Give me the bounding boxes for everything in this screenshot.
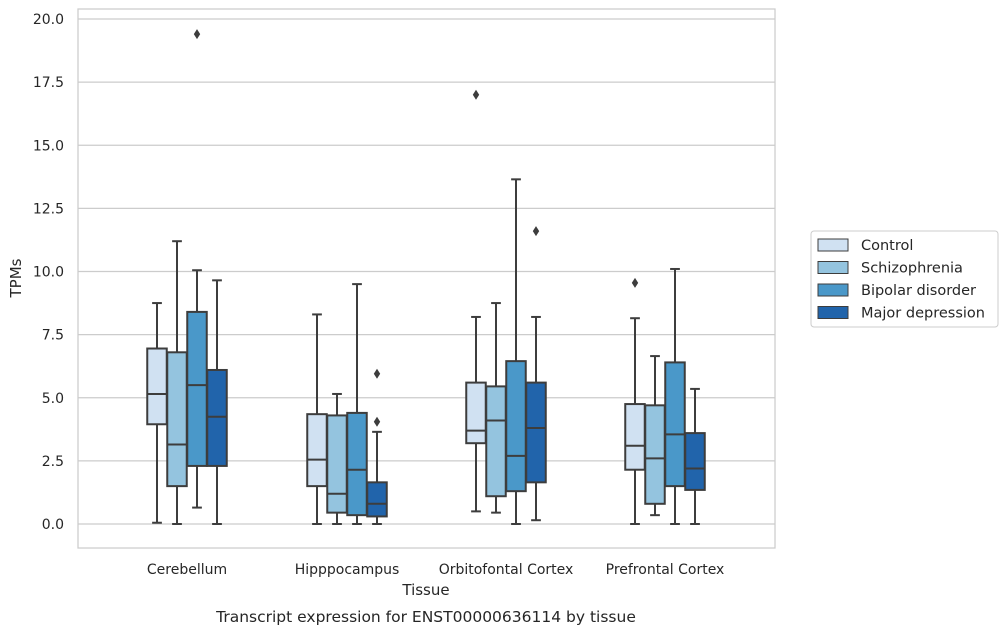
outlier-point — [193, 29, 201, 40]
legend-frame — [810, 230, 999, 328]
box-series-group — [146, 29, 706, 525]
x-axis-label: Tissue — [401, 581, 449, 599]
y-tick-label: 7.5 — [42, 328, 64, 344]
y-axis-label: TPMs — [7, 258, 25, 298]
legend-swatch — [817, 261, 849, 274]
plot-area-frame — [77, 8, 776, 549]
box-bipolar-disorder — [346, 283, 368, 525]
box-schizophrenia — [166, 240, 188, 525]
box-major-depression — [684, 387, 706, 525]
box-control — [624, 277, 646, 525]
iqr-box — [664, 361, 686, 488]
outlier-point — [373, 368, 381, 379]
iqr-box — [366, 481, 388, 518]
box-bipolar-disorder — [505, 178, 527, 525]
legend-swatch — [817, 283, 849, 297]
box-schizophrenia — [644, 355, 666, 517]
y-tick-label: 12.5 — [33, 201, 64, 217]
iqr-box — [186, 310, 208, 467]
iqr-box — [505, 360, 527, 493]
legend-label: Major depression — [861, 306, 985, 322]
legend-label: Control — [861, 238, 913, 254]
iqr-box — [485, 385, 507, 498]
outlier-point — [472, 89, 480, 100]
figure-caption: Transcript expression for ENST0000063611… — [215, 608, 636, 626]
box-major-depression — [366, 368, 388, 525]
legend-label: Bipolar disorder — [861, 283, 976, 299]
iqr-box — [306, 413, 328, 488]
box-control — [465, 89, 487, 513]
iqr-box — [346, 411, 368, 517]
iqr-box — [146, 347, 168, 426]
legend: Control Schizophrenia Bipolar disorder Majo… — [810, 230, 999, 328]
iqr-box — [525, 381, 547, 484]
box-major-depression — [206, 279, 228, 525]
y-tick-label: 17.5 — [33, 75, 64, 91]
y-tick-label: 15.0 — [33, 138, 64, 154]
legend-swatch — [817, 306, 849, 319]
iqr-box — [326, 414, 348, 514]
outlier-point — [373, 416, 381, 427]
y-tick-label: 2.5 — [42, 454, 64, 470]
outlier-point — [631, 277, 639, 288]
y-tick-label: 0.0 — [42, 517, 64, 533]
y-tick-label: 10.0 — [33, 265, 64, 281]
box-control — [306, 313, 328, 525]
legend-swatch — [817, 238, 849, 252]
y-tick-label: 20.0 — [33, 12, 64, 28]
outlier-point — [532, 226, 540, 237]
iqr-box — [206, 368, 228, 467]
x-tick-label: Hipppocampus — [295, 562, 400, 578]
box-bipolar-disorder — [664, 267, 686, 525]
box-bipolar-disorder — [186, 29, 208, 509]
x-tick-labels: Cerebellum Hipppocampus Orbitofontal Corte… — [147, 562, 724, 578]
iqr-box — [684, 432, 706, 491]
box-major-depression — [525, 226, 547, 522]
iqr-box — [166, 351, 188, 488]
y-tick-label: 5.0 — [42, 391, 64, 407]
y-tick-labels: 0.0 2.5 5.0 7.5 10.0 12.5 15.0 17.5 20.0 — [33, 12, 64, 533]
box-schizophrenia — [326, 392, 348, 525]
x-tick-label: Cerebellum — [147, 562, 227, 578]
box-control — [146, 302, 168, 524]
iqr-box — [465, 381, 487, 445]
legend-label: Schizophrenia — [861, 261, 963, 277]
x-tick-label: Orbitofontal Cortex — [439, 562, 574, 578]
iqr-box — [624, 403, 646, 471]
iqr-box — [644, 404, 666, 505]
x-tick-label: Prefrontal Cortex — [606, 562, 725, 578]
